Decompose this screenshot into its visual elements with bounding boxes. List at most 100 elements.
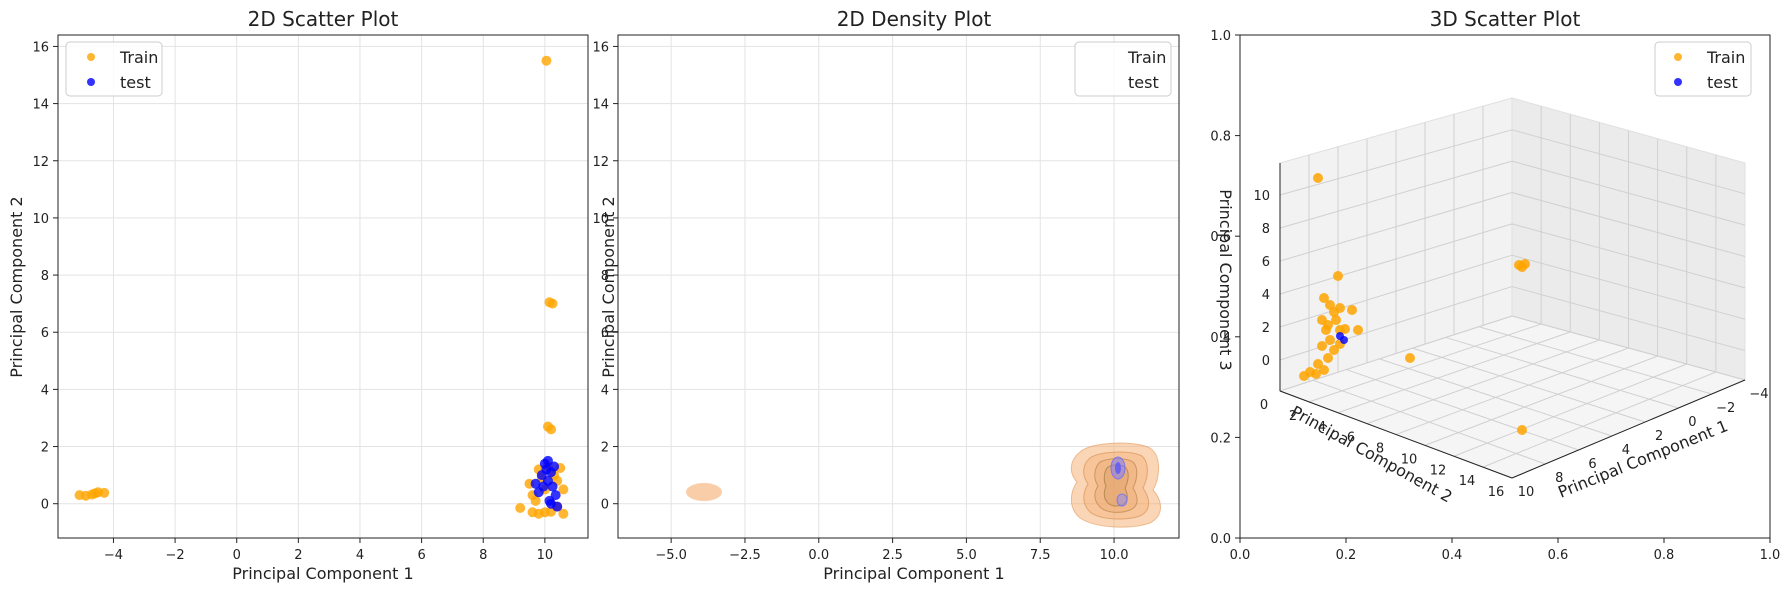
panel-3-y3-tick-label: 14 [1459, 474, 1476, 489]
point-train [515, 502, 526, 513]
panel-1-ytick-label: 10 [32, 212, 49, 227]
panel-3-z3-tick-label: 10 [1253, 189, 1270, 204]
panel-2-ytick-label: 14 [592, 98, 609, 113]
panel-2-ytick-label: 10 [592, 212, 609, 227]
panel-3-x3-tick-label: −2 [1716, 401, 1735, 416]
panel-2-ylabel: Principal Component 2 [599, 196, 618, 377]
panel-3-floor-grid [1445, 336, 1679, 409]
panel-3-legend-label-test: test [1707, 73, 1738, 92]
point-train-3d [1323, 353, 1333, 363]
panel-1-ytick-label: 8 [41, 269, 49, 284]
density-train-contour-2 [1083, 451, 1150, 520]
point-test [550, 490, 561, 501]
panel-3-floor-grid [1337, 331, 1571, 414]
panel-3-3d-box [1278, 97, 1747, 479]
panel-3-y3-tick-label: 10 [1401, 452, 1418, 467]
panel-3-x3-tick-label: 8 [1555, 471, 1563, 486]
panel-1-ytick-label: 12 [32, 155, 49, 170]
point-train [99, 487, 110, 498]
y-axis-line [1279, 390, 1513, 479]
panel-2-title: 2D Density Plot [837, 7, 992, 31]
panel-3-wall-grid [1511, 160, 1746, 226]
panel-3-z3-tick-label: 6 [1262, 255, 1270, 270]
panel-3-x3-tick-label: 4 [1622, 443, 1630, 458]
panel-3-outer-ytick-label: 0.6 [1210, 230, 1231, 245]
point-train [546, 424, 557, 435]
panel-1-xtick-label: 2 [294, 548, 302, 563]
panel-2-ytick-label: 8 [601, 269, 609, 284]
panel-3-y3-tick-label: 12 [1430, 463, 1447, 478]
panel-3-floor-grid [1312, 379, 1546, 465]
point-train-3d [1333, 271, 1343, 281]
panel-3-legend-marker-test [1674, 78, 1682, 86]
panel-2-xlabel: Principal Component 1 [823, 564, 1004, 583]
point-train-3d [1299, 371, 1309, 381]
panel-3-y3-tick-label: 16 [1488, 485, 1505, 500]
point-train-3d [1517, 262, 1527, 272]
panel-2-legend: Train test [1074, 41, 1172, 97]
panel-3-outer-xtick-label: 0.2 [1336, 548, 1357, 563]
panel-3-x3-tick-label: 0 [1688, 415, 1696, 430]
panel-3-wall-grid [1511, 254, 1746, 320]
panel-3-wall-grid [1279, 192, 1513, 262]
panel-2-legend-box [1074, 41, 1172, 97]
panel-3-outer-xtick-label: 0.4 [1442, 548, 1463, 563]
point-test-3d [1336, 332, 1344, 340]
panel-3-z3-tick-label: 8 [1262, 222, 1270, 237]
point-train-3d [1319, 365, 1329, 375]
panel-1-xtick-label: −2 [166, 548, 185, 563]
panel-3-wall-grid [1511, 286, 1746, 352]
point-train-3d [1317, 341, 1327, 351]
panel-3-legend-marker-train [1674, 53, 1682, 61]
panel-2-ytick-label: 2 [601, 441, 609, 456]
legend-marker-test [87, 78, 95, 86]
x-axis-line [1511, 379, 1746, 479]
panel-3-outer-ytick-label: 0.0 [1210, 532, 1231, 547]
panel-3-x3-tick-label: 2 [1655, 429, 1663, 444]
panel-3-outer-xtick-label: 1.0 [1760, 548, 1781, 563]
density-2d-panel: 2D Density Plot −5.0 −2.5 0.0 2.5 5.0 7.5 10.0… [592, 7, 1180, 583]
density-train-contour-1 [1070, 442, 1161, 528]
panel-3-x3-tick-label: 10 [1518, 485, 1535, 500]
point-train [530, 495, 541, 506]
panel-3-x3-tick-label: 6 [1588, 457, 1596, 472]
panel-1-ylabel: Principal Component 2 [7, 196, 26, 377]
point-test [538, 481, 549, 492]
panel-3-outer-ytick-label: 1.0 [1210, 29, 1231, 44]
panel-1-ytick-label: 6 [41, 326, 49, 341]
panel-2-frame [617, 34, 1180, 539]
panel-3-y3-tick-label: 6 [1347, 431, 1355, 446]
panel-3-floor-grid [1366, 339, 1600, 425]
panel-3-floor-grid [1395, 347, 1629, 435]
panel-2-xtick-label: 10.0 [1100, 548, 1129, 563]
panel-1-xtick-label: −4 [104, 548, 123, 563]
point-train-3d [1335, 303, 1345, 313]
panel-3-wall-grid [1279, 223, 1513, 295]
panel-1-ytick-label: 0 [41, 498, 49, 513]
point-train-3d [1340, 324, 1350, 334]
point-train [558, 484, 569, 495]
panel-3-legend-label-train: Train [1706, 48, 1745, 67]
panel-3-floor-grid [1346, 369, 1579, 451]
panel-3-y3-tick-label: 0 [1260, 398, 1268, 413]
panel-3-wall-grid [1511, 129, 1746, 195]
point-train-3d [1313, 173, 1323, 183]
panel-1-xtick-label: 8 [479, 548, 487, 563]
point-test [542, 455, 553, 466]
panel-3-floor-grid [1308, 323, 1542, 403]
panel-1-xtick-label: 4 [356, 548, 364, 563]
panel-3-zlabel: Principal Component 3 [1216, 189, 1235, 370]
panel-3-legend: Train test [1654, 41, 1752, 97]
panel-1-legend: Train test [65, 41, 163, 97]
panel-2-xtick-label: −2.5 [729, 548, 761, 563]
panel-3-wall-grid [1511, 192, 1746, 257]
point-train-3d [1347, 305, 1357, 315]
point-train-3d [1319, 293, 1329, 303]
panel-2-ytick-label: 4 [601, 383, 609, 398]
point-train [89, 488, 100, 499]
panel-3-outer-frame [1239, 34, 1771, 539]
panel-2-xtick-label: 2.5 [882, 548, 903, 563]
panel-3-outer-ytick-label: 0.4 [1210, 331, 1231, 346]
panel-3-y3-tick-label: 4 [1318, 420, 1326, 435]
